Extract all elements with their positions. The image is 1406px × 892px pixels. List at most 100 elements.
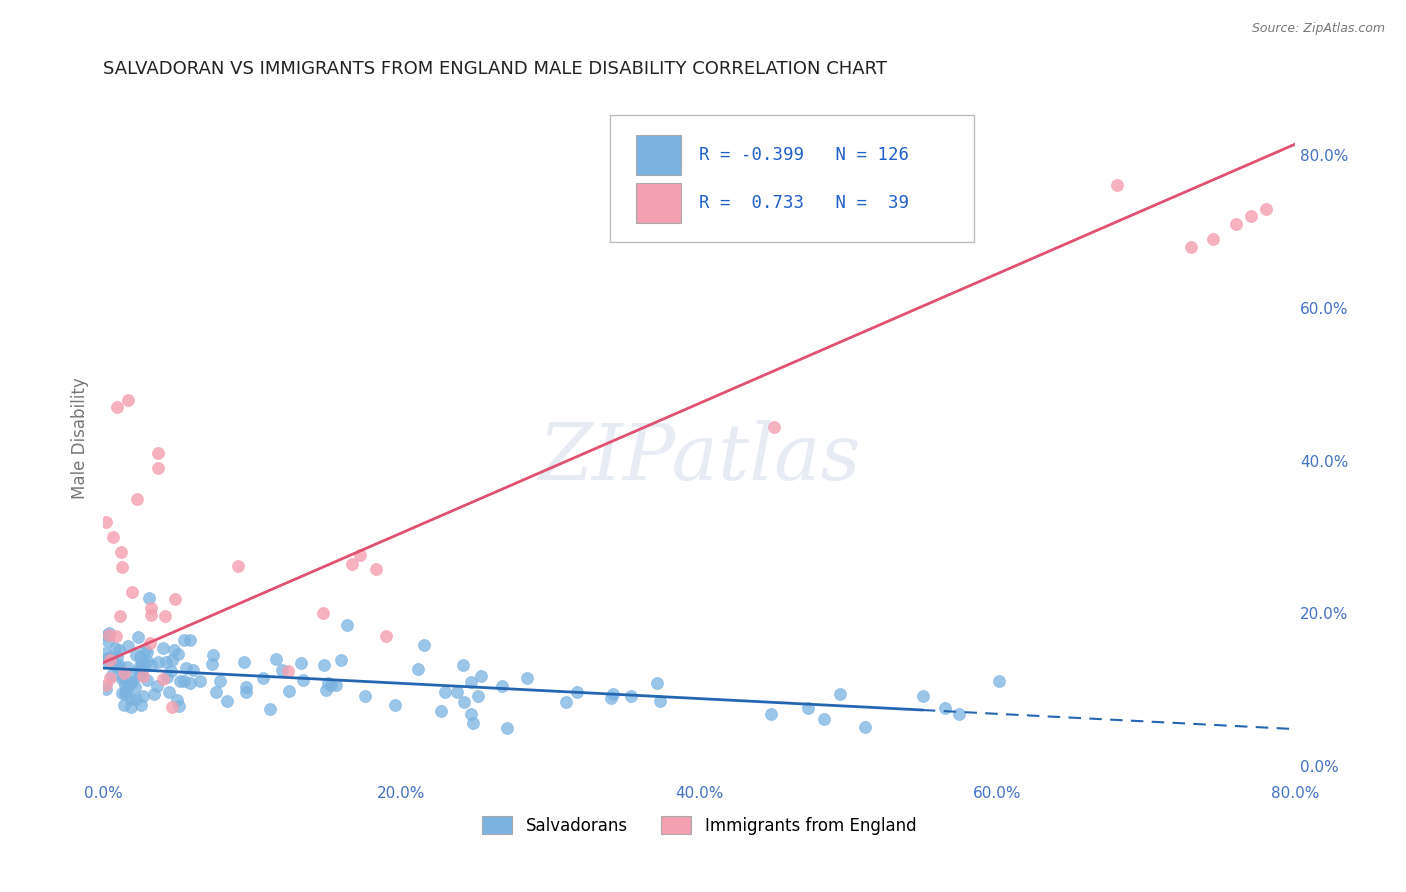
Point [174, 661, 197, 675]
Point [94, 678, 117, 692]
Point [354, 689, 377, 703]
Point [453, 695, 475, 709]
Point [105, 400, 128, 414]
Point [160, 664, 183, 678]
Point [114, 683, 136, 698]
Point [128, 663, 150, 677]
Point [233, 655, 256, 669]
Point [429, 704, 451, 718]
Point [100, 650, 122, 665]
Point [136, 673, 159, 688]
Point [112, 698, 135, 712]
Point [132, 668, 155, 682]
Point [100, 653, 122, 667]
Point [988, 673, 1011, 688]
Point [1254, 202, 1277, 216]
Point [111, 560, 134, 574]
Point [470, 669, 492, 683]
Point [110, 608, 132, 623]
Point [145, 680, 167, 694]
Point [118, 678, 141, 692]
Point [148, 461, 170, 475]
Point [93, 646, 115, 660]
Point [912, 690, 935, 704]
Point [312, 658, 335, 673]
Point [152, 672, 174, 686]
Point [173, 632, 195, 647]
Point [565, 684, 588, 698]
Point [131, 656, 153, 670]
Point [97, 650, 120, 665]
Text: SALVADORAN VS IMMIGRANTS FROM ENGLAND MALE DISABILITY CORRELATION CHART: SALVADORAN VS IMMIGRANTS FROM ENGLAND MA… [103, 60, 887, 78]
Point [759, 706, 782, 721]
Point [620, 689, 643, 703]
Text: ZIPatlas: ZIPatlas [538, 420, 860, 497]
Point [94, 515, 117, 529]
Point [555, 695, 578, 709]
Point [201, 648, 224, 663]
Point [433, 684, 456, 698]
Point [259, 702, 281, 716]
Point [413, 638, 436, 652]
Point [315, 683, 337, 698]
Point [270, 663, 292, 677]
Point [364, 562, 387, 576]
Point [235, 680, 257, 694]
Point [516, 671, 538, 685]
Point [336, 617, 359, 632]
Point [460, 674, 482, 689]
Point [160, 700, 183, 714]
Point [167, 699, 190, 714]
Point [98, 628, 121, 642]
Point [138, 636, 160, 650]
Point [155, 655, 177, 669]
Point [208, 673, 231, 688]
Point [114, 688, 136, 702]
Point [152, 641, 174, 656]
Point [1240, 210, 1263, 224]
Point [467, 689, 489, 703]
Point [762, 420, 785, 434]
Bar [636, 135, 682, 175]
Point [491, 679, 513, 693]
Point [252, 671, 274, 685]
Point [319, 678, 342, 692]
Point [948, 707, 970, 722]
Point [179, 675, 201, 690]
Point [330, 652, 353, 666]
Point [117, 392, 139, 407]
Point [104, 640, 127, 655]
Point [120, 699, 142, 714]
Point [105, 660, 128, 674]
Text: R = -0.399   N = 126: R = -0.399 N = 126 [699, 146, 910, 164]
Point [1180, 240, 1202, 254]
Point [325, 678, 347, 692]
Point [183, 663, 205, 677]
Point [129, 650, 152, 665]
Point [201, 657, 224, 672]
Point [165, 592, 187, 607]
Point [813, 712, 835, 726]
Point [1202, 232, 1225, 246]
Y-axis label: Male Disability: Male Disability [72, 376, 89, 499]
Point [1225, 217, 1247, 231]
Point [96, 681, 118, 696]
Point [1105, 178, 1128, 192]
Point [291, 673, 314, 687]
Point [384, 698, 406, 712]
Point [157, 685, 180, 699]
Point [277, 665, 299, 679]
Point [830, 688, 852, 702]
Point [318, 676, 340, 690]
Point [188, 674, 211, 689]
Point [110, 545, 132, 559]
Point [124, 666, 146, 681]
Text: R =  0.733   N =  39: R = 0.733 N = 39 [699, 194, 910, 212]
Point [120, 676, 142, 690]
Point [108, 658, 131, 673]
Point [112, 666, 135, 681]
Point [101, 656, 124, 670]
Point [169, 673, 191, 688]
Point [111, 685, 134, 699]
Point [853, 720, 876, 734]
